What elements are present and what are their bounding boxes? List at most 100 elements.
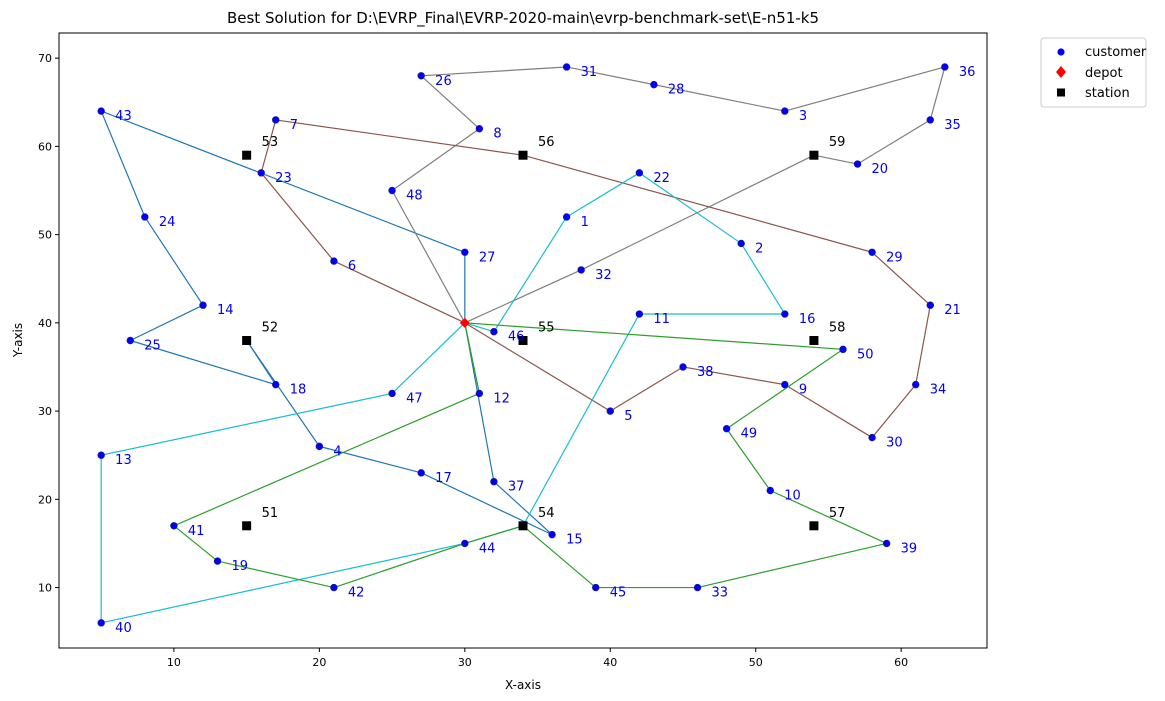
legend-depot-marker bbox=[1056, 66, 1066, 78]
customer-label-18: 18 bbox=[290, 383, 307, 398]
station-point-55 bbox=[518, 336, 528, 345]
customer-label-29: 29 bbox=[886, 250, 903, 265]
node-labels-layer: 1234567891011121314151617181920212223242… bbox=[115, 65, 975, 636]
customer-label-46: 46 bbox=[508, 330, 525, 345]
legend-box bbox=[1040, 37, 1147, 108]
station-point-58 bbox=[809, 336, 819, 345]
customer-point-31 bbox=[562, 63, 571, 71]
customer-label-11: 11 bbox=[653, 312, 670, 327]
customer-point-26 bbox=[417, 72, 425, 80]
customer-label-28: 28 bbox=[668, 83, 685, 98]
station-point-57 bbox=[809, 521, 819, 531]
customer-point-47 bbox=[388, 389, 396, 398]
customer-point-17 bbox=[417, 469, 425, 477]
x-tick-label-50: 50 bbox=[749, 656, 763, 669]
station-label-53: 53 bbox=[262, 135, 279, 150]
station-label-58: 58 bbox=[829, 321, 846, 336]
station-point-52 bbox=[242, 336, 252, 345]
customer-label-48: 48 bbox=[406, 189, 423, 204]
x-tick-label-10: 10 bbox=[167, 656, 181, 669]
customer-label-22: 22 bbox=[653, 171, 670, 186]
customer-point-13 bbox=[97, 451, 105, 459]
customer-label-12: 12 bbox=[493, 391, 510, 406]
customer-label-34: 34 bbox=[930, 383, 947, 398]
customer-point-44 bbox=[461, 539, 469, 548]
customer-label-36: 36 bbox=[959, 65, 976, 80]
customer-label-15: 15 bbox=[566, 533, 583, 548]
station-label-52: 52 bbox=[262, 321, 279, 336]
legend-station-marker bbox=[1057, 88, 1065, 97]
customer-label-20: 20 bbox=[872, 162, 889, 177]
customer-label-37: 37 bbox=[508, 480, 525, 495]
customer-label-43: 43 bbox=[115, 109, 132, 124]
markers-layer bbox=[97, 63, 949, 627]
customer-point-16 bbox=[781, 310, 789, 318]
x-tick-label-20: 20 bbox=[312, 656, 326, 669]
customer-point-34 bbox=[912, 380, 920, 389]
x-tick-label-40: 40 bbox=[603, 656, 617, 669]
customer-label-14: 14 bbox=[217, 303, 234, 318]
customer-point-32 bbox=[577, 266, 585, 274]
customer-label-9: 9 bbox=[799, 383, 807, 398]
customer-label-23: 23 bbox=[275, 171, 292, 186]
y-tick-label-70: 70 bbox=[38, 52, 52, 65]
customer-label-31: 31 bbox=[581, 65, 598, 80]
customer-label-16: 16 bbox=[799, 312, 816, 327]
customer-point-19 bbox=[213, 557, 222, 565]
station-label-57: 57 bbox=[829, 506, 846, 521]
station-label-54: 54 bbox=[538, 506, 555, 521]
y-axis-label: Y-axis bbox=[11, 323, 25, 358]
customer-label-7: 7 bbox=[290, 118, 298, 133]
y-ticks: 10 20 30 40 50 60 70 bbox=[38, 52, 59, 595]
x-ticks: 10 20 30 40 50 60 bbox=[167, 648, 908, 669]
customer-point-23 bbox=[257, 169, 265, 177]
customer-label-3: 3 bbox=[799, 109, 807, 124]
customer-point-45 bbox=[592, 583, 600, 592]
customer-point-9 bbox=[781, 380, 789, 389]
customer-label-26: 26 bbox=[435, 74, 452, 89]
customer-point-27 bbox=[461, 248, 469, 256]
customer-point-29 bbox=[868, 248, 876, 256]
customer-label-44: 44 bbox=[479, 541, 496, 556]
legend-customer-label: customer bbox=[1085, 45, 1147, 60]
customer-label-47: 47 bbox=[406, 391, 423, 406]
legend: customer depot station bbox=[1040, 37, 1147, 108]
customer-point-46 bbox=[490, 327, 498, 336]
customer-point-40 bbox=[97, 619, 105, 627]
y-tick-label-30: 30 bbox=[38, 405, 52, 418]
y-tick-label-60: 60 bbox=[38, 140, 52, 153]
customer-point-2 bbox=[737, 239, 745, 248]
customer-label-33: 33 bbox=[712, 586, 729, 601]
x-tick-label-60: 60 bbox=[894, 656, 908, 669]
customer-label-8: 8 bbox=[493, 127, 501, 142]
legend-depot-label: depot bbox=[1085, 66, 1123, 81]
station-point-53 bbox=[242, 150, 252, 160]
customer-point-48 bbox=[388, 186, 396, 195]
station-label-55: 55 bbox=[538, 321, 555, 336]
customer-label-38: 38 bbox=[697, 365, 714, 380]
station-label-56: 56 bbox=[538, 135, 555, 150]
customer-label-27: 27 bbox=[479, 250, 496, 265]
customer-point-1 bbox=[562, 213, 571, 221]
customer-point-15 bbox=[548, 530, 556, 539]
customer-point-21 bbox=[926, 301, 934, 309]
customer-label-24: 24 bbox=[159, 215, 176, 230]
x-tick-label-30: 30 bbox=[458, 656, 472, 669]
customer-point-28 bbox=[650, 80, 658, 89]
customer-label-17: 17 bbox=[435, 471, 452, 486]
customer-point-14 bbox=[199, 301, 207, 309]
customer-point-18 bbox=[272, 380, 280, 389]
station-label-51: 51 bbox=[262, 506, 279, 521]
depot-point bbox=[459, 317, 470, 328]
customer-point-30 bbox=[868, 433, 876, 442]
customer-point-42 bbox=[330, 583, 338, 592]
customer-point-35 bbox=[926, 116, 934, 124]
customer-point-38 bbox=[679, 363, 687, 371]
plot-frame bbox=[58, 32, 988, 649]
route-5 bbox=[173, 322, 888, 589]
legend-station-label: station bbox=[1085, 86, 1130, 101]
customer-label-25: 25 bbox=[144, 339, 161, 354]
legend-customer-marker bbox=[1057, 48, 1065, 56]
customer-label-1: 1 bbox=[581, 215, 589, 230]
